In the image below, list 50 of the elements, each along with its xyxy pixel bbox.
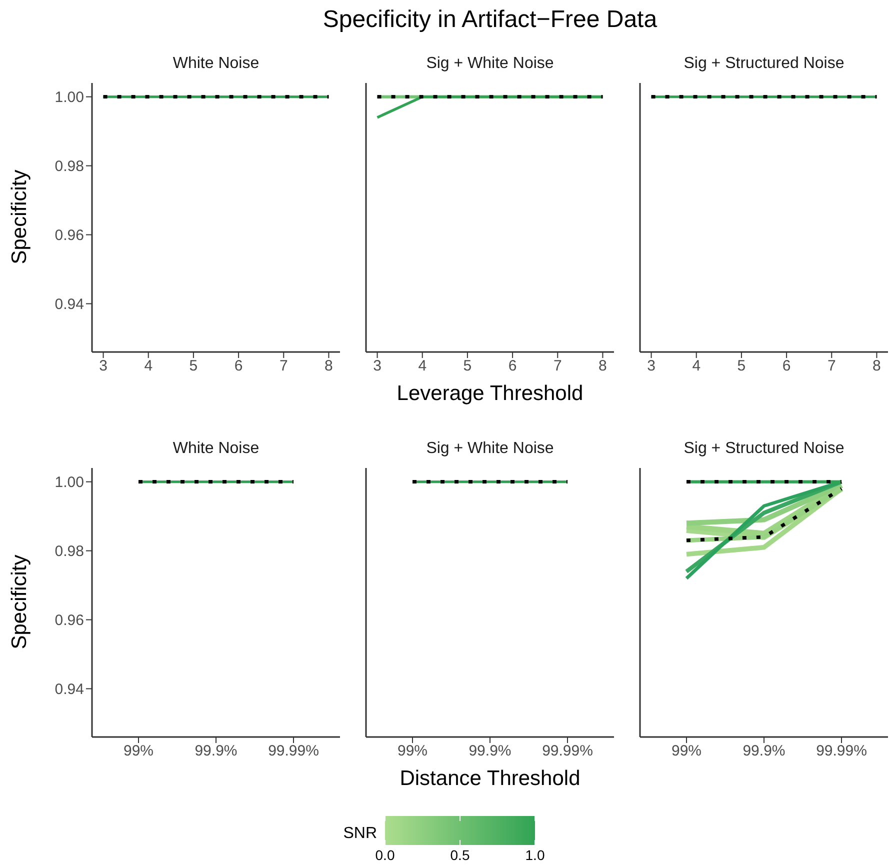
- color-bar-label: 1.0: [525, 847, 545, 863]
- y-tick-label: 1.00: [54, 89, 84, 106]
- x-tick-label: 5: [737, 358, 746, 375]
- x-tick-label: 3: [99, 358, 108, 375]
- x-tick-label: 99.99%: [268, 742, 319, 760]
- x-tick-label: 5: [189, 358, 198, 375]
- y-tick-label: 0.98: [54, 158, 84, 176]
- x-axis-title: Distance Threshold: [398, 767, 582, 791]
- chart-title: Sig + White Noise: [425, 440, 555, 458]
- y-tick-label: 0.96: [54, 612, 84, 630]
- color-bar-label: 0.5: [450, 847, 470, 863]
- x-tick-label: 4: [418, 358, 427, 375]
- x-tick-label: 99%: [397, 742, 428, 760]
- y-tick-label: 0.96: [54, 227, 84, 244]
- text: Specificity in Artifact−Free Data: [322, 6, 658, 34]
- x-tick-label: 3: [647, 358, 656, 375]
- x-tick-label: 99%: [671, 742, 702, 760]
- x-tick-label: 99.9%: [468, 742, 512, 760]
- x-tick-label: 8: [324, 358, 333, 375]
- x-tick-label: 7: [553, 358, 562, 375]
- x-tick-label: 6: [782, 358, 791, 375]
- x-tick-label: 4: [692, 358, 701, 375]
- x-tick-label: 7: [279, 358, 288, 375]
- x-axis-title: Leverage Threshold: [396, 382, 584, 406]
- x-tick-label: 99%: [123, 742, 154, 760]
- x-tick-label: 99.9%: [742, 742, 786, 760]
- chart-title: Sig + White Noise: [425, 55, 555, 73]
- chart-title: Sig + Structured Noise: [682, 55, 846, 73]
- y-tick-label: 0.98: [54, 543, 84, 560]
- x-tick-label: 99.99%: [542, 742, 593, 760]
- x-tick-label: 5: [463, 358, 472, 375]
- x-tick-label: 99.9%: [194, 742, 238, 760]
- chart-title: White Noise: [172, 55, 260, 73]
- y-tick-label: 0.94: [54, 296, 84, 314]
- x-tick-label: 8: [872, 358, 881, 375]
- chart-title: Sig + Structured Noise: [682, 440, 846, 458]
- y-tick-label: 1.00: [54, 474, 84, 492]
- x-tick-label: 6: [234, 358, 243, 375]
- y-tick-label: 0.94: [54, 681, 84, 698]
- chart-title: White Noise: [172, 440, 260, 458]
- x-tick-label: 7: [827, 358, 836, 375]
- x-tick-label: 6: [508, 358, 517, 375]
- color-bar-label: 0.0: [375, 847, 395, 863]
- y-axis-title: Specificity: [8, 168, 32, 266]
- x-tick-label: 99.99%: [816, 742, 867, 760]
- x-tick-label: 4: [144, 358, 153, 375]
- color-bar-title: SNR: [343, 825, 377, 842]
- x-tick-label: 8: [598, 358, 607, 375]
- x-tick-label: 3: [373, 358, 382, 375]
- y-axis-title: Specificity: [8, 553, 32, 651]
